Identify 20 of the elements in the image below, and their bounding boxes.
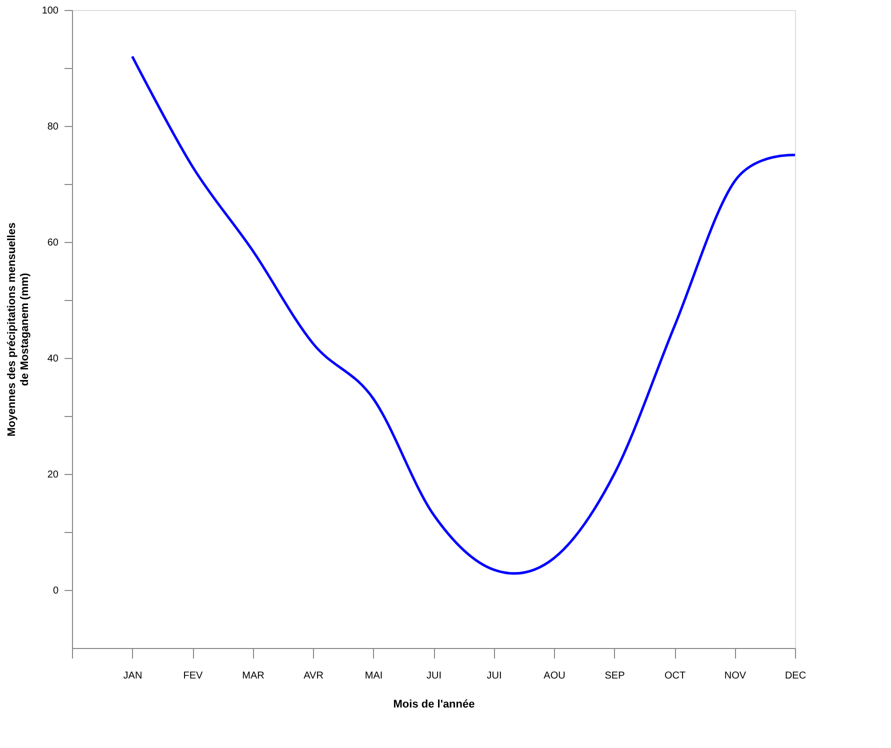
x-tick-label: OCT [664,670,686,682]
y-tick-label: 20 [47,470,59,480]
x-tick-label: JUI [426,670,442,682]
x-tick-label: SEP [604,670,626,682]
x-tick-label: FEV [183,670,204,682]
x-tick-label: JAN [123,670,142,682]
y-tick-label: 100 [42,6,59,16]
x-axis-title: Mois de l'année [393,698,475,710]
x-tick-label: AOU [544,670,566,682]
y-tick-label: 80 [47,122,59,132]
y-axis-title: Moyennes des précipitations mensuelles de Mostaganem (mm) [6,222,31,436]
x-tick-label: MAI [364,670,383,682]
x-tick-label: NOV [724,670,746,682]
y-tick-label: 0 [52,586,59,596]
x-tick-label: JUI [486,670,502,682]
y-tick-label: 60 [47,238,59,248]
y-tick-label: 40 [47,354,59,364]
x-tick-label: DEC [784,670,806,682]
x-tick-label: MAR [242,670,264,682]
x-tick-label: AVR [304,670,324,682]
